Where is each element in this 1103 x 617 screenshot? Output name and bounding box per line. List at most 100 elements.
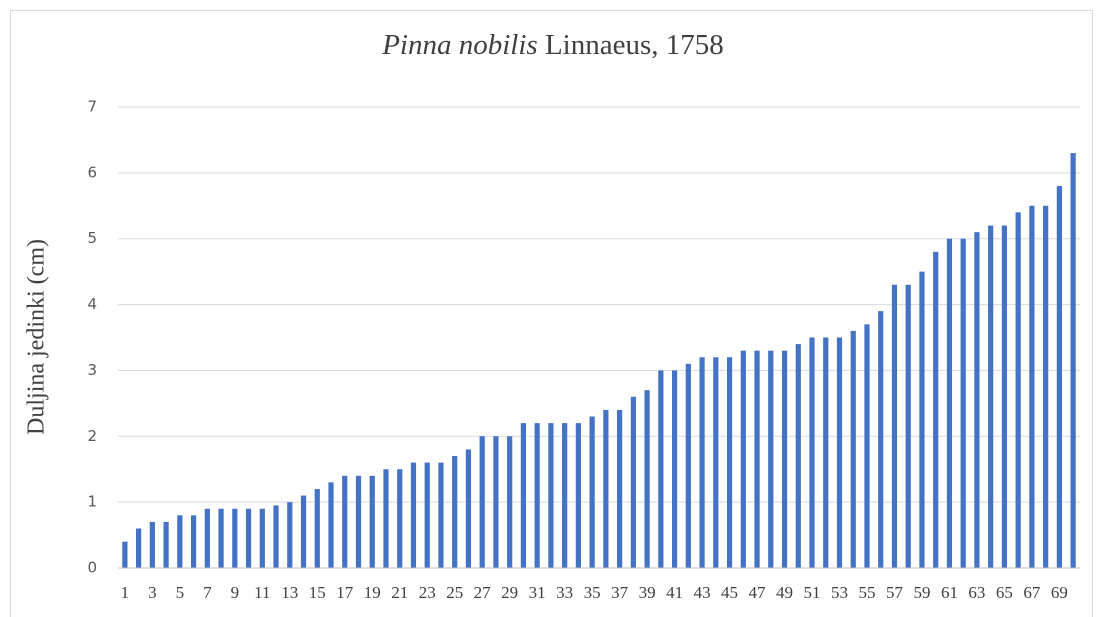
bar bbox=[960, 238, 966, 568]
y-tick-label: 6 bbox=[87, 163, 97, 181]
bar bbox=[836, 337, 843, 568]
bar bbox=[891, 284, 898, 568]
bar bbox=[424, 462, 430, 568]
bar bbox=[342, 475, 348, 568]
bar bbox=[410, 462, 417, 568]
x-tick-label: 1 bbox=[121, 583, 130, 602]
bar bbox=[1056, 186, 1062, 568]
x-tick-label: 19 bbox=[364, 583, 381, 602]
y-tick-label: 4 bbox=[87, 295, 97, 313]
x-tick-label: 3 bbox=[148, 583, 157, 602]
bar bbox=[617, 409, 623, 568]
bar bbox=[946, 238, 953, 568]
bar bbox=[534, 423, 540, 568]
bar bbox=[726, 357, 733, 568]
x-tick-label: 55 bbox=[858, 583, 875, 602]
bar bbox=[520, 423, 527, 568]
bar bbox=[988, 225, 994, 569]
bar bbox=[163, 521, 169, 568]
bar bbox=[314, 488, 320, 568]
bar bbox=[1015, 212, 1021, 568]
x-tick-label: 11 bbox=[254, 583, 270, 602]
bar bbox=[823, 337, 829, 568]
y-tick-label: 0 bbox=[87, 559, 97, 577]
bar bbox=[355, 475, 362, 568]
y-tick-label: 3 bbox=[87, 361, 97, 379]
bar bbox=[259, 508, 265, 568]
bar bbox=[878, 311, 884, 568]
x-tick-label: 41 bbox=[666, 583, 683, 602]
y-tick-label: 1 bbox=[87, 493, 97, 511]
bar bbox=[328, 482, 334, 568]
bar bbox=[218, 508, 224, 568]
x-tick-label: 23 bbox=[419, 583, 436, 602]
x-tick-label: 9 bbox=[231, 583, 240, 602]
x-tick-label: 31 bbox=[529, 583, 546, 602]
x-tick-label: 13 bbox=[281, 583, 298, 602]
bar bbox=[149, 521, 155, 568]
x-tick-label: 33 bbox=[556, 583, 573, 602]
bar bbox=[465, 449, 472, 568]
bar bbox=[644, 390, 650, 568]
x-tick-label: 7 bbox=[203, 583, 212, 602]
bar bbox=[809, 337, 815, 568]
x-tick-label: 37 bbox=[611, 583, 629, 602]
x-tick-label: 25 bbox=[446, 583, 463, 602]
x-tick-label: 61 bbox=[941, 583, 958, 602]
bar bbox=[287, 502, 293, 568]
bar bbox=[671, 370, 678, 568]
x-tick-label: 21 bbox=[391, 583, 408, 602]
bar bbox=[603, 409, 609, 568]
bar bbox=[383, 469, 389, 568]
x-tick-label: 35 bbox=[584, 583, 601, 602]
bar bbox=[933, 251, 939, 568]
bar bbox=[905, 284, 911, 568]
bar bbox=[919, 271, 925, 568]
bar bbox=[300, 495, 307, 568]
x-tick-label: 59 bbox=[913, 583, 930, 602]
y-tick-label: 7 bbox=[87, 98, 97, 116]
x-tick-label: 53 bbox=[831, 583, 848, 602]
y-axis-label: Duljina jedinki (cm) bbox=[24, 239, 50, 435]
bar bbox=[438, 462, 444, 568]
bar bbox=[245, 508, 252, 568]
x-tick-label: 51 bbox=[804, 583, 821, 602]
x-tick-label: 27 bbox=[474, 583, 492, 602]
y-tick-label: 2 bbox=[87, 427, 97, 445]
bar bbox=[974, 232, 980, 568]
bar bbox=[740, 350, 746, 568]
x-tick-label: 17 bbox=[336, 583, 354, 602]
bar bbox=[795, 344, 801, 568]
bar bbox=[507, 436, 513, 568]
bar bbox=[369, 475, 375, 568]
x-tick-label: 69 bbox=[1051, 583, 1068, 602]
title-author: Linnaeus, 1758 bbox=[545, 29, 724, 61]
bar bbox=[754, 350, 760, 568]
bar bbox=[864, 324, 870, 568]
x-tick-label: 47 bbox=[749, 583, 767, 602]
x-tick-label: 39 bbox=[639, 583, 656, 602]
bar bbox=[713, 357, 719, 568]
y-tick-label: 5 bbox=[87, 229, 97, 247]
x-tick-label: 57 bbox=[886, 583, 904, 602]
bar bbox=[452, 456, 458, 568]
bar bbox=[1070, 153, 1076, 568]
bar bbox=[204, 508, 210, 568]
bar bbox=[122, 541, 128, 568]
bar bbox=[850, 330, 856, 568]
bar bbox=[397, 469, 403, 568]
bar bbox=[136, 528, 142, 568]
bar bbox=[781, 350, 788, 568]
bar bbox=[699, 357, 705, 568]
bar bbox=[768, 350, 774, 568]
bar bbox=[273, 505, 279, 568]
bar bbox=[1001, 225, 1008, 569]
bar bbox=[562, 423, 568, 568]
bar bbox=[479, 436, 485, 568]
bar bbox=[575, 423, 581, 568]
title-species: Pinna nobilis bbox=[381, 29, 537, 61]
bar bbox=[1029, 205, 1035, 569]
bar bbox=[630, 396, 636, 568]
x-tick-label: 49 bbox=[776, 583, 793, 602]
